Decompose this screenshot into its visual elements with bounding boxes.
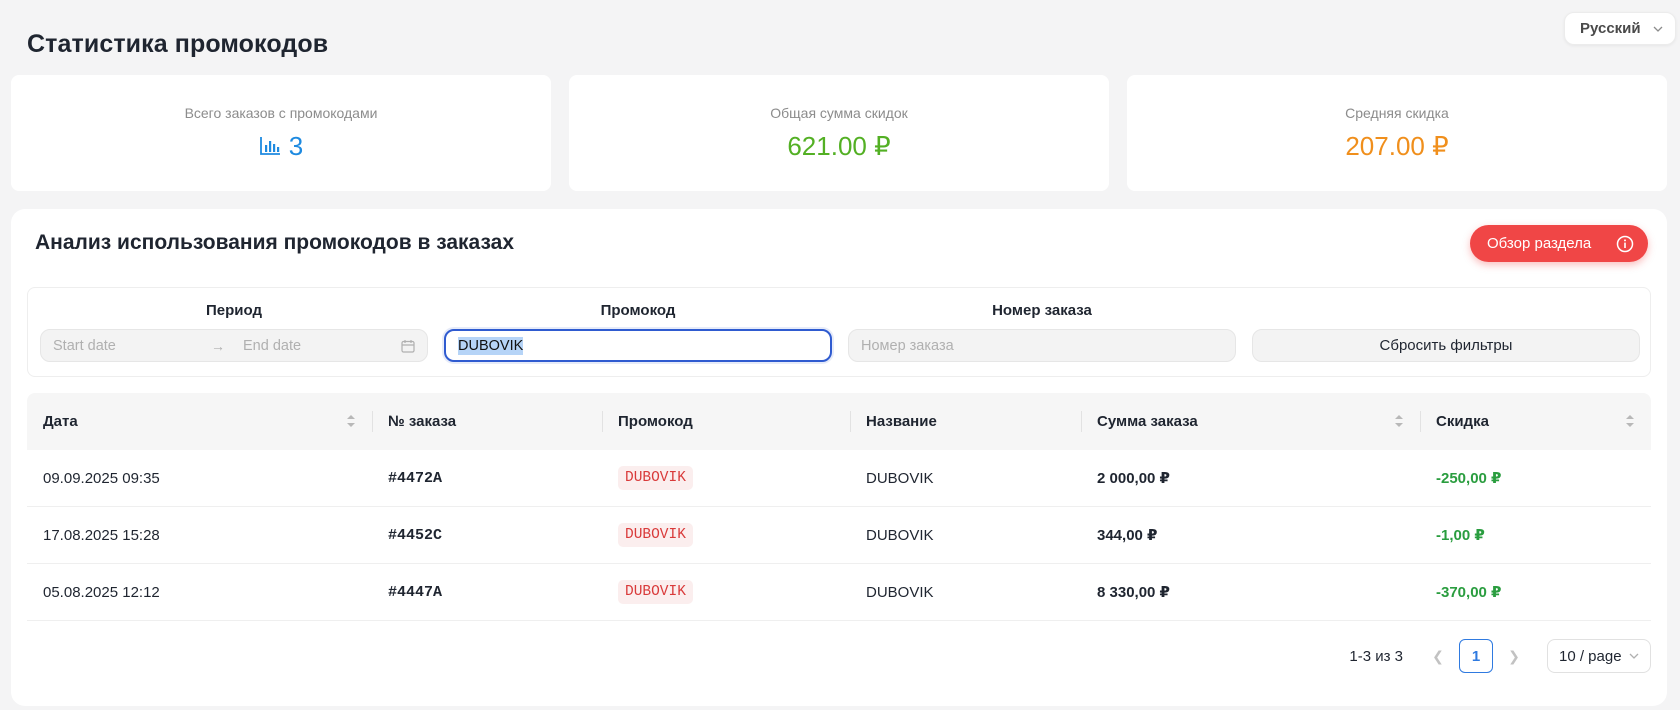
panel-title: Анализ использования промокодов в заказа… bbox=[35, 231, 515, 254]
filter-label-period: Период bbox=[206, 302, 262, 319]
cell-name: DUBOVIK bbox=[866, 583, 934, 601]
arrow-right-icon: → bbox=[211, 337, 225, 354]
stat-value: 207.00 ₽ bbox=[1345, 130, 1449, 161]
cell-promo: DUBOVIK bbox=[602, 523, 850, 547]
promo-tag: DUBOVIK bbox=[618, 466, 693, 490]
stat-label: Общая сумма скидок bbox=[770, 104, 908, 121]
stat-value: 621.00 ₽ bbox=[787, 130, 891, 161]
language-select-value: Русский bbox=[1580, 20, 1641, 37]
sort-icon[interactable] bbox=[346, 413, 356, 429]
order-number-input[interactable]: Номер заказа bbox=[848, 329, 1236, 362]
table-row[interactable]: 09.09.2025 09:35 #4472A DUBOVIK DUBOVIK … bbox=[27, 450, 1651, 507]
cell-promo: DUBOVIK bbox=[602, 466, 850, 490]
page-size-select[interactable]: 10 / page bbox=[1547, 639, 1651, 673]
cell-order: #4472A bbox=[388, 469, 443, 487]
stat-card-total-orders: Всего заказов с промокодами 3 bbox=[11, 75, 551, 191]
column-header-label: № заказа bbox=[388, 413, 457, 430]
pagination: 1-3 из 3 ❮ 1 ❯ 10 / page bbox=[1349, 639, 1651, 673]
cell-sum: 344,00 ₽ bbox=[1097, 527, 1158, 544]
chevron-down-icon bbox=[1653, 26, 1663, 32]
filters-bar: Период Start date → End date Промокод DU… bbox=[27, 287, 1651, 377]
chevron-right-icon[interactable]: ❯ bbox=[1508, 647, 1520, 664]
column-header-label: Скидка bbox=[1436, 413, 1489, 430]
info-icon bbox=[1616, 235, 1634, 252]
cell-name: DUBOVIK bbox=[866, 469, 934, 487]
promo-tag: DUBOVIK bbox=[618, 523, 693, 547]
cell-date: 05.08.2025 12:12 bbox=[43, 583, 160, 601]
stat-value: 3 bbox=[259, 131, 303, 162]
orders-table: Дата № заказа Промокод Название Сумма за… bbox=[27, 393, 1651, 621]
language-select[interactable]: Русский bbox=[1564, 12, 1676, 45]
page-title: Статистика промокодов bbox=[27, 30, 329, 58]
promo-code-input[interactable]: DUBOVIK bbox=[444, 329, 832, 362]
column-header-discount[interactable]: Скидка bbox=[1420, 393, 1651, 450]
promo-code-input-value: DUBOVIK bbox=[458, 336, 524, 355]
start-date-input[interactable]: Start date bbox=[53, 337, 116, 354]
stat-label: Всего заказов с промокодами bbox=[184, 104, 378, 121]
promo-tag: DUBOVIK bbox=[618, 580, 693, 604]
pagination-total: 1-3 из 3 bbox=[1349, 647, 1403, 665]
chevron-down-icon bbox=[1629, 653, 1639, 659]
filter-label-promo: Промокод bbox=[600, 302, 676, 319]
column-header-order: № заказа bbox=[372, 393, 602, 450]
table-row[interactable]: 17.08.2025 15:28 #4452C DUBOVIK DUBOVIK … bbox=[27, 507, 1651, 564]
page-size-value: 10 / page bbox=[1559, 647, 1622, 665]
stat-card-total-discounts: Общая сумма скидок 621.00 ₽ bbox=[569, 75, 1109, 191]
cell-order: #4447A bbox=[388, 583, 443, 601]
cell-date: 17.08.2025 15:28 bbox=[43, 526, 160, 544]
stats-row: Всего заказов с промокодами 3 Общая сумм… bbox=[11, 75, 1667, 191]
promo-analysis-panel: Анализ использования промокодов в заказа… bbox=[11, 209, 1667, 706]
column-header-promo: Промокод bbox=[602, 393, 850, 450]
cell-sum: 2 000,00 ₽ bbox=[1097, 470, 1170, 487]
column-header-date[interactable]: Дата bbox=[27, 393, 372, 450]
column-header-name: Название bbox=[850, 393, 1081, 450]
cell-promo: DUBOVIK bbox=[602, 580, 850, 604]
overview-button[interactable]: Обзор раздела bbox=[1470, 225, 1648, 262]
sort-icon[interactable] bbox=[1625, 413, 1635, 429]
cell-discount: -1,00 ₽ bbox=[1436, 527, 1485, 544]
cell-order: #4452C bbox=[388, 526, 443, 544]
sort-icon[interactable] bbox=[1394, 413, 1404, 429]
table-header: Дата № заказа Промокод Название Сумма за… bbox=[27, 393, 1651, 450]
column-header-sum[interactable]: Сумма заказа bbox=[1081, 393, 1420, 450]
end-date-input[interactable]: End date bbox=[243, 337, 302, 354]
cell-discount: -250,00 ₽ bbox=[1436, 470, 1502, 487]
column-header-label: Дата bbox=[43, 413, 78, 430]
stat-label: Средняя скидка bbox=[1345, 104, 1449, 121]
date-range-picker[interactable]: Start date → End date bbox=[40, 329, 428, 362]
reset-filters-button[interactable]: Сбросить фильтры bbox=[1252, 329, 1640, 362]
cell-sum: 8 330,00 ₽ bbox=[1097, 584, 1170, 601]
cell-name: DUBOVIK bbox=[866, 526, 934, 544]
cell-date: 09.09.2025 09:35 bbox=[43, 469, 160, 487]
page-button-1[interactable]: 1 bbox=[1459, 639, 1493, 673]
column-header-label: Промокод bbox=[618, 413, 693, 430]
cell-discount: -370,00 ₽ bbox=[1436, 584, 1502, 601]
overview-button-label: Обзор раздела bbox=[1487, 235, 1592, 252]
column-header-label: Название bbox=[866, 413, 937, 430]
stat-card-average-discount: Средняя скидка 207.00 ₽ bbox=[1127, 75, 1667, 191]
filter-label-order: Номер заказа bbox=[992, 302, 1092, 319]
chevron-left-icon[interactable]: ❮ bbox=[1432, 647, 1444, 664]
stat-value-text: 3 bbox=[288, 130, 304, 161]
table-row[interactable]: 05.08.2025 12:12 #4447A DUBOVIK DUBOVIK … bbox=[27, 564, 1651, 621]
bar-chart-icon bbox=[259, 137, 280, 155]
calendar-icon bbox=[401, 339, 415, 353]
column-header-label: Сумма заказа bbox=[1097, 413, 1198, 430]
